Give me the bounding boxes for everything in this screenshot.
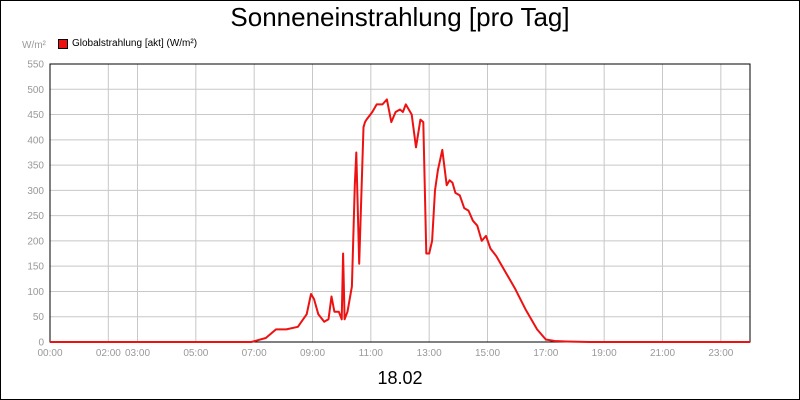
x-tick-label: 07:00 (242, 348, 267, 359)
x-tick-label: 05:00 (183, 348, 208, 359)
x-tick-label: 21:00 (650, 348, 675, 359)
x-tick-label: 09:00 (300, 348, 325, 359)
y-tick-label: 300 (27, 186, 44, 197)
y-tick-label: 500 (27, 85, 44, 96)
y-tick-label: 100 (27, 287, 44, 298)
x-tick-label: 19:00 (592, 348, 617, 359)
series-line-0 (50, 98, 750, 343)
y-tick-label: 200 (27, 236, 44, 247)
x-tick-label: 03:00 (125, 348, 150, 359)
x-tick-label: 02:00 (96, 348, 121, 359)
y-tick-label: 150 (27, 262, 44, 273)
legend-swatch (58, 38, 68, 49)
x-tick-label: 17:00 (533, 348, 558, 359)
y-tick-label: 350 (27, 161, 44, 172)
x-axis-label-date: 18.02 (377, 368, 423, 388)
x-tick-label: 13:00 (417, 348, 442, 359)
legend-label: Globalstrahlung [akt] (W/m²) (72, 38, 198, 49)
chart-title: Sonneneinstrahlung [pro Tag] (230, 2, 570, 32)
legend: Globalstrahlung [akt] (W/m²) (58, 38, 197, 49)
plot-area-border (49, 63, 751, 343)
y-tick-label: 0 (38, 338, 44, 349)
y-tick-label: 450 (27, 110, 44, 121)
y-tick-label: 400 (27, 135, 44, 146)
y-axis-unit-label: W/m² (22, 40, 46, 51)
x-tick-label: 23:00 (708, 348, 733, 359)
x-tick-label: 00:00 (37, 348, 62, 359)
x-tick-label: 15:00 (475, 348, 500, 359)
y-tick-label: 50 (33, 312, 45, 323)
x-tick-label: 11:00 (359, 348, 384, 359)
y-tick-label: 550 (27, 60, 44, 71)
y-tick-label: 250 (27, 211, 44, 222)
